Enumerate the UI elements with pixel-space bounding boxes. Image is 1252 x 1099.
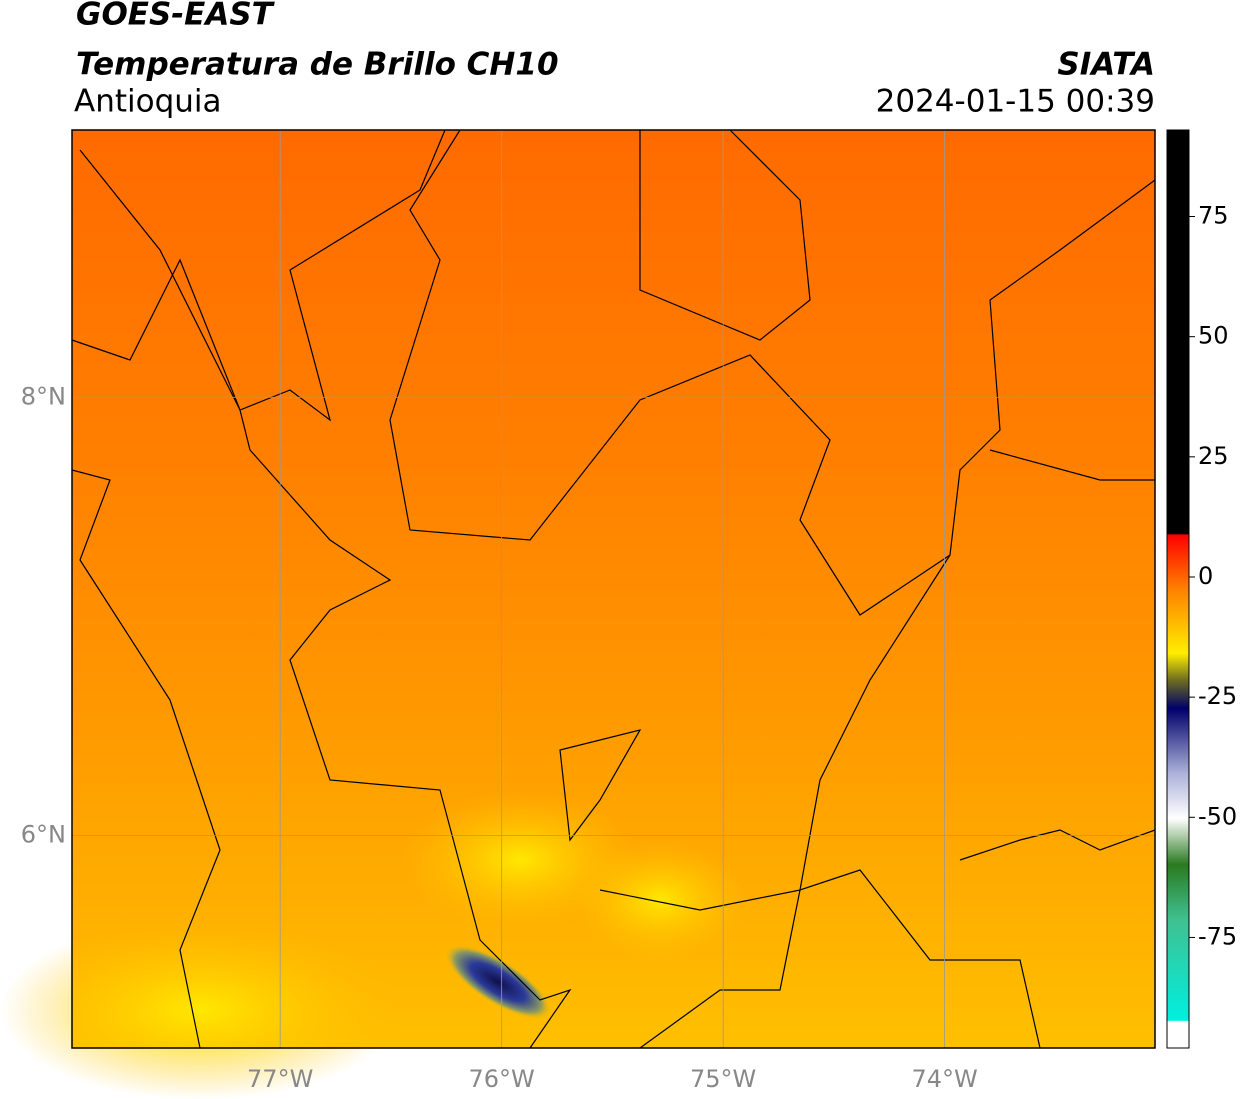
warm-area [0,920,400,1099]
source: SIATA [1057,47,1155,83]
colorbar [1166,129,1190,1049]
y-tick-label: 6°N [21,820,66,848]
colorbar-tick-label: 0 [1198,562,1213,590]
region: Antioquia [74,84,222,120]
cold-cloud [444,944,552,1020]
colorbar-tick-label: 75 [1198,202,1229,230]
colorbar-tick-label: 25 [1198,442,1229,470]
subtitle: Temperatura de Brillo CH10 [76,47,559,83]
title: GOES-EAST [76,0,276,33]
borders [71,129,1156,1049]
grid [72,130,1155,1048]
colorbar-scale [1166,129,1190,1049]
x-tick-label: 77°W [247,1065,313,1093]
datetime: 2024-01-15 00:39 [876,84,1155,120]
colorbar-tick-label: -75 [1198,922,1237,950]
y-tick-label: 8°N [21,382,66,410]
x-tick-label: 76°W [469,1065,535,1093]
colorbar-tick-label: -50 [1198,802,1237,830]
map-frame [71,129,1156,1049]
x-tick-label: 75°W [690,1065,756,1093]
x-tick-label: 74°W [911,1065,977,1093]
colorbar-tick-label: -25 [1198,682,1237,710]
map [0,129,1156,1099]
colorbar-tick-label: 50 [1198,322,1229,350]
warm-area [570,840,750,960]
